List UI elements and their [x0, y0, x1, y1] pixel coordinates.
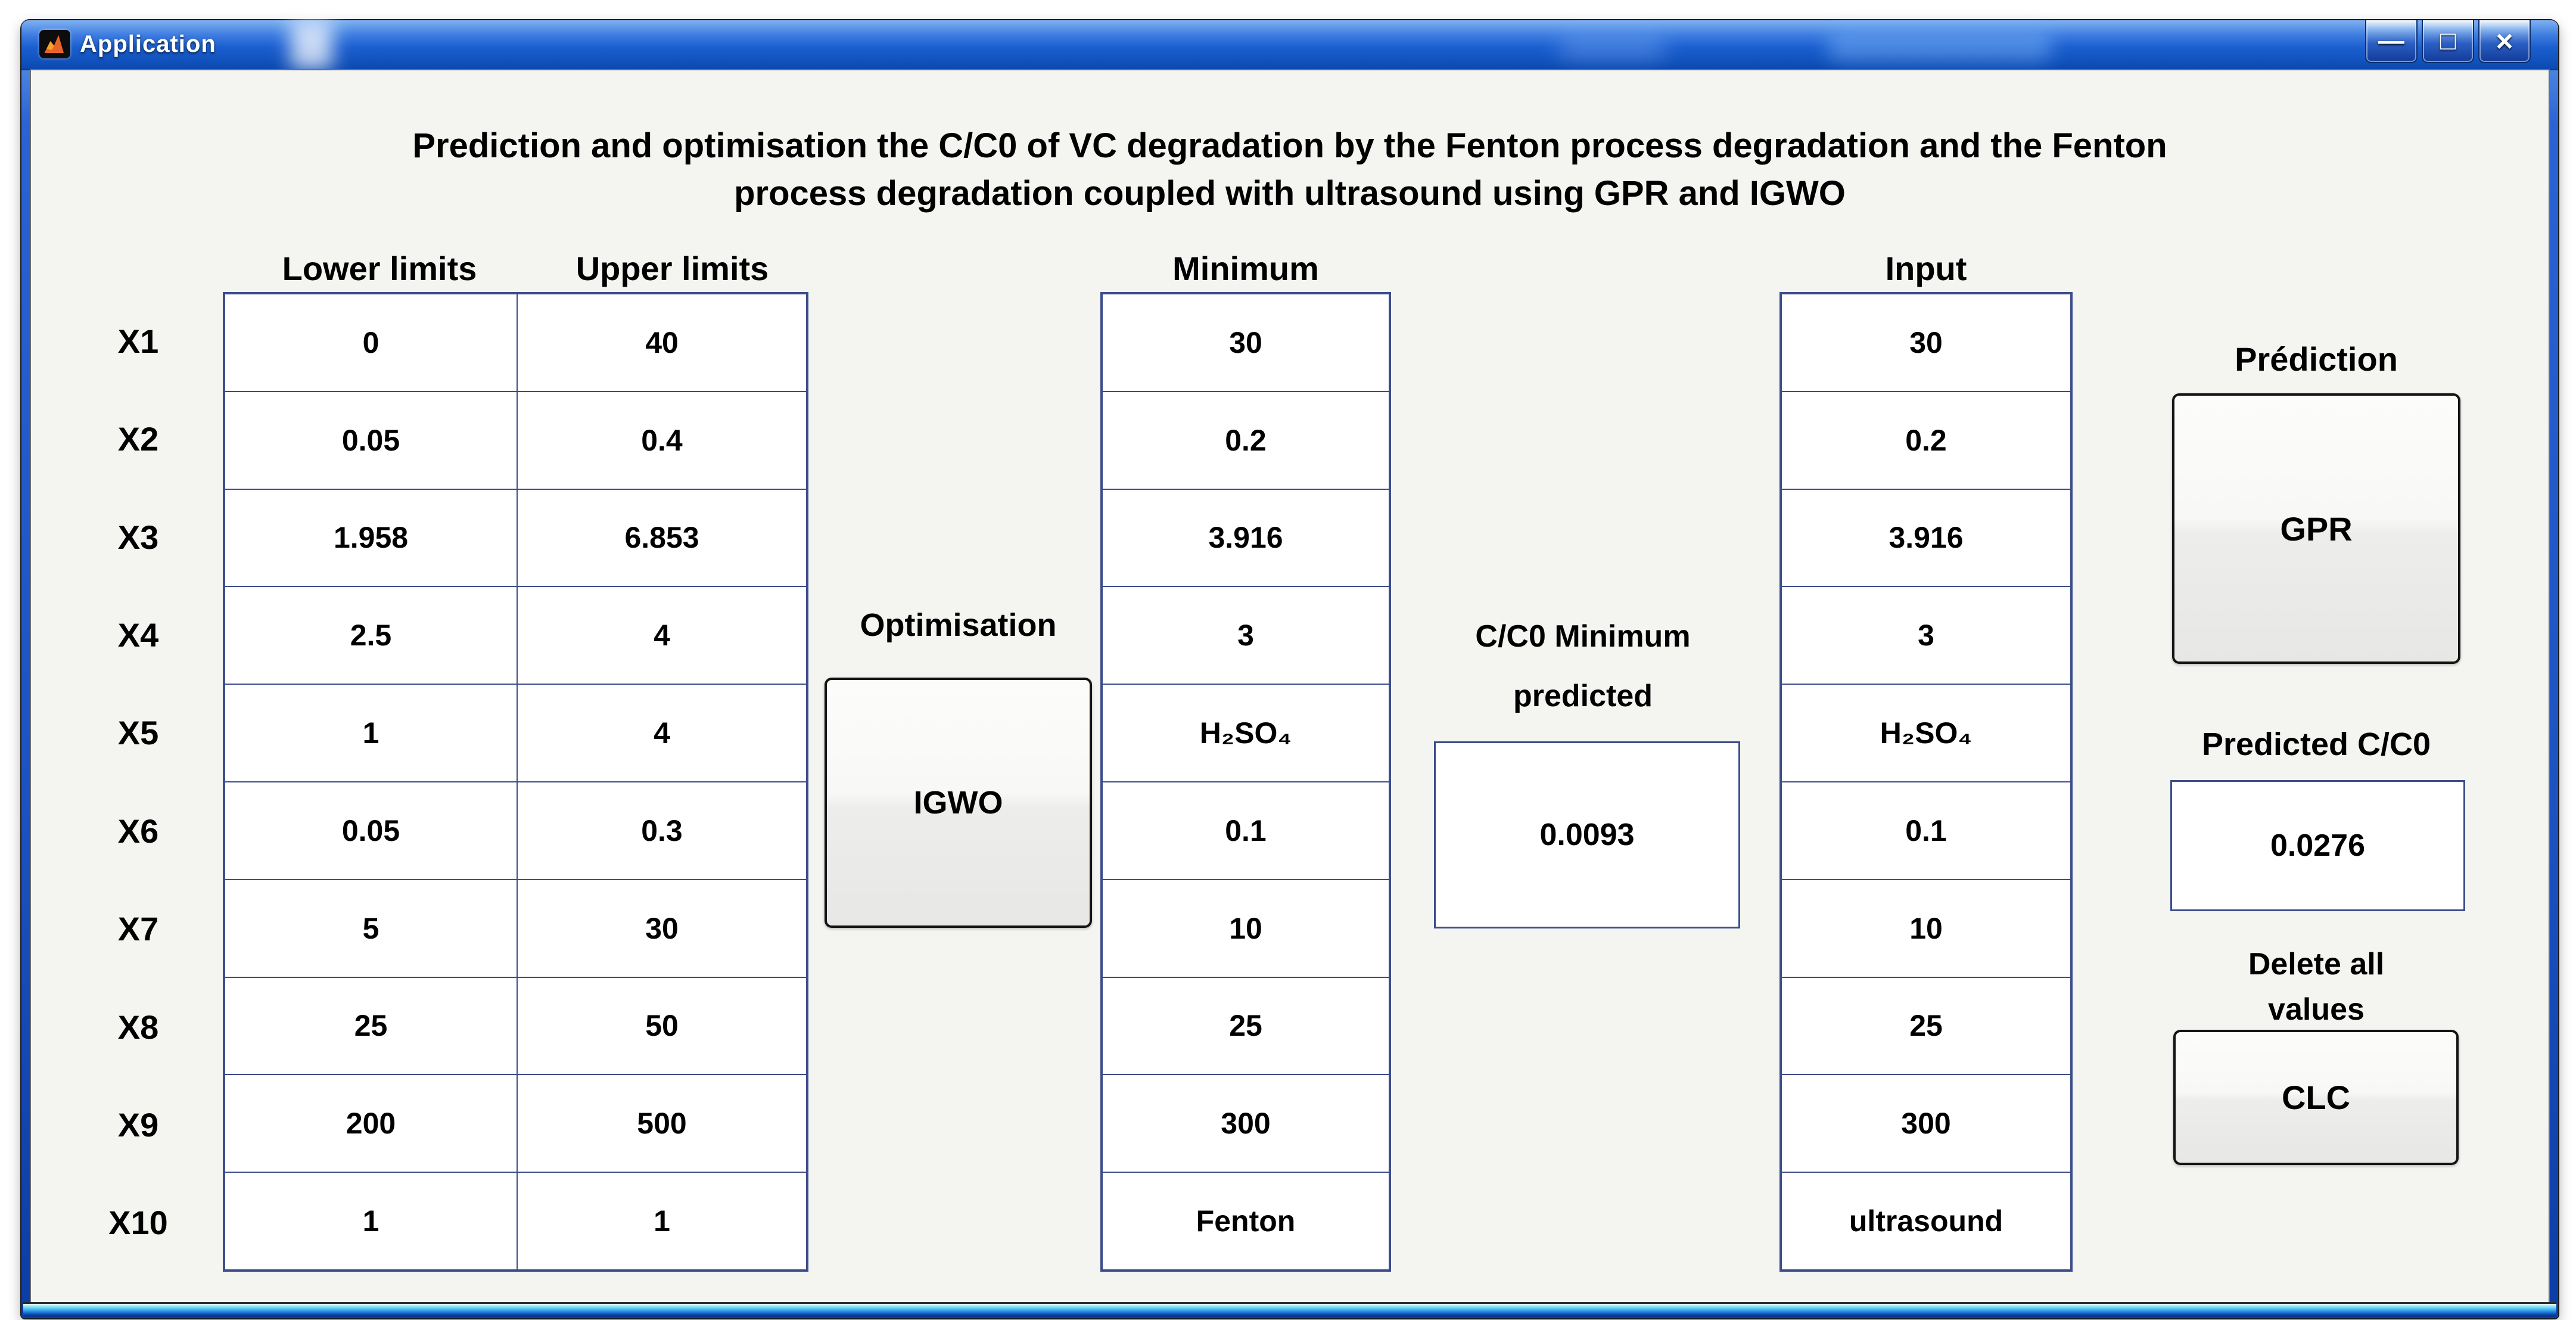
row-label: X6 [117, 812, 159, 850]
minimum-value-cell: Fenton [1102, 1172, 1389, 1270]
cc0-minimum-label: C/C0 Minimum predicted [1404, 607, 1762, 726]
maximize-button[interactable]: □ [2422, 20, 2474, 63]
window-bottom-border [23, 1302, 2556, 1316]
upper-limit-field[interactable]: 4 [517, 684, 807, 782]
upper-limits-header: Upper limits [575, 250, 769, 287]
gpr-button[interactable]: GPR [2172, 393, 2460, 664]
lower-limit-field[interactable]: 1 [225, 684, 517, 782]
input-value-field[interactable]: 300 [1781, 1074, 2071, 1173]
input-value-field[interactable]: 30 [1781, 294, 2071, 392]
upper-limit-field[interactable]: 6.853 [517, 489, 807, 587]
input-value-field[interactable]: 0.1 [1781, 782, 2071, 880]
limits-table: 0 40 0.05 0.4 1.958 6.853 2.5 4 1 4 0.05… [223, 292, 808, 1272]
row-label: X7 [117, 910, 159, 948]
upper-limit-field[interactable]: 40 [517, 294, 807, 392]
titlebar-artifact [1827, 31, 2053, 61]
lower-limit-field[interactable]: 2.5 [225, 586, 517, 685]
titlebar-glare [291, 20, 332, 69]
minimize-button[interactable]: — [2365, 20, 2418, 63]
upper-limit-field[interactable]: 1 [517, 1172, 807, 1270]
matlab-icon [39, 30, 70, 58]
title-bar[interactable]: Application — □ × [21, 20, 2558, 70]
upper-limit-field[interactable]: 0.3 [517, 782, 807, 880]
page-title-line2: process degradation coupled with ultraso… [734, 174, 1846, 213]
lower-limit-field[interactable]: 0 [225, 294, 517, 392]
upper-limit-field[interactable]: 4 [517, 586, 807, 685]
row-labels-column: X1 X2 X3 X4 X5 X6 X7 X8 X9 X10 [61, 292, 216, 1272]
delete-all-values-label: Delete all values [2172, 942, 2460, 1032]
minimum-value-cell: 10 [1102, 879, 1389, 977]
input-value-field[interactable]: 10 [1781, 879, 2071, 977]
input-header: Input [1885, 250, 1967, 287]
application-window: Application — □ × Prediction and optimis… [21, 20, 2558, 1318]
minimum-value-cell: 0.1 [1102, 782, 1389, 880]
page-title-line1: Prediction and optimisation the C/C0 of … [412, 126, 2167, 165]
lower-limit-field[interactable]: 0.05 [225, 782, 517, 880]
row-label: X2 [117, 420, 159, 458]
upper-limit-field[interactable]: 50 [517, 977, 807, 1075]
lower-limit-field[interactable]: 1 [225, 1172, 517, 1270]
minimum-value-cell: 3 [1102, 586, 1389, 685]
igwo-button[interactable]: IGWO [825, 678, 1092, 928]
row-label: X9 [117, 1105, 159, 1144]
row-label: X10 [108, 1204, 168, 1242]
cc0-minimum-value-box: 0.0093 [1434, 741, 1740, 928]
input-value-field[interactable]: 3.916 [1781, 489, 2071, 587]
minimum-value-cell: H₂SO₄ [1102, 684, 1389, 782]
lower-limit-field[interactable]: 25 [225, 977, 517, 1075]
window-controls: — □ × [2365, 20, 2531, 63]
predicted-cc0-value-box: 0.0276 [2170, 780, 2465, 911]
delete-label-line1: Delete all [2248, 947, 2385, 982]
close-button[interactable]: × [2478, 20, 2531, 63]
prediction-label: Prédiction [2235, 340, 2398, 378]
input-table: 30 0.2 3.916 3 H₂SO₄ 0.1 10 25 300 ultra… [1779, 292, 2073, 1272]
lower-limit-field[interactable]: 0.05 [225, 391, 517, 489]
delete-label-line2: values [2268, 992, 2365, 1027]
row-label: X4 [117, 616, 159, 654]
lower-limit-field[interactable]: 200 [225, 1074, 517, 1173]
minimum-value-cell: 3.916 [1102, 489, 1389, 587]
lower-limit-field[interactable]: 5 [225, 879, 517, 977]
minimum-value-cell: 300 [1102, 1074, 1389, 1173]
upper-limit-field[interactable]: 0.4 [517, 391, 807, 489]
lower-limits-header: Lower limits [282, 250, 477, 287]
row-label: X8 [117, 1008, 159, 1046]
upper-limit-field[interactable]: 500 [517, 1074, 807, 1173]
row-label: X3 [117, 518, 159, 556]
lower-limit-field[interactable]: 1.958 [225, 489, 517, 587]
predicted-cc0-label: Predicted C/C0 [2201, 726, 2431, 762]
input-value-field[interactable]: 3 [1781, 586, 2071, 685]
minimum-value-cell: 0.2 [1102, 391, 1389, 489]
optimisation-label: Optimisation [860, 607, 1057, 643]
cc0-minimum-label-line1: C/C0 Minimum [1475, 619, 1691, 654]
minimum-value-cell: 30 [1102, 294, 1389, 392]
input-value-field[interactable]: H₂SO₄ [1781, 684, 2071, 782]
clc-button[interactable]: CLC [2173, 1030, 2459, 1165]
input-value-field[interactable]: 0.2 [1781, 391, 2071, 489]
minimum-table: 30 0.2 3.916 3 H₂SO₄ 0.1 10 25 300 Fento… [1100, 292, 1391, 1272]
input-value-field[interactable]: 25 [1781, 977, 2071, 1075]
minimum-header: Minimum [1172, 250, 1319, 287]
window-title: Application [80, 31, 216, 57]
upper-limit-field[interactable]: 30 [517, 879, 807, 977]
row-label: X1 [117, 322, 159, 360]
minimum-value-cell: 25 [1102, 977, 1389, 1075]
row-label: X5 [117, 714, 159, 752]
client-area: Prediction and optimisation the C/C0 of … [30, 69, 2550, 1304]
cc0-minimum-label-line2: predicted [1513, 679, 1653, 713]
input-value-field[interactable]: ultrasound [1781, 1172, 2071, 1270]
titlebar-artifact [1558, 38, 1666, 58]
